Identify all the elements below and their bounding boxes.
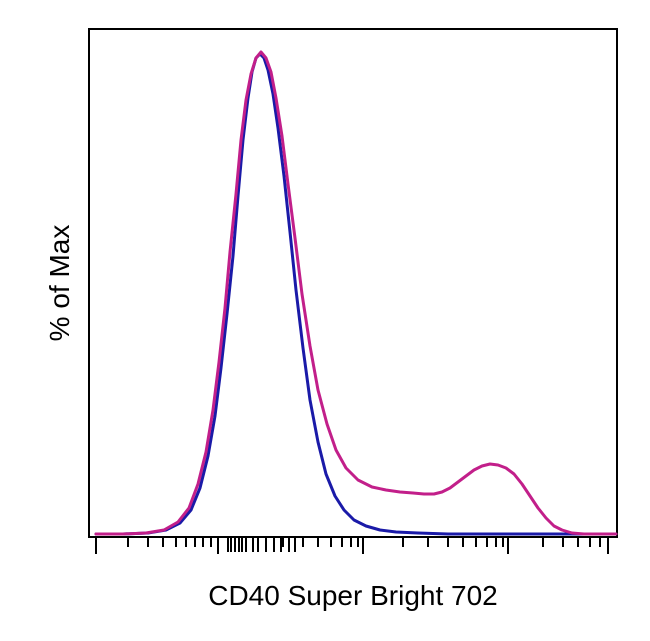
- x-axis-label: CD40 Super Bright 702: [173, 580, 533, 612]
- plot-svg: [0, 0, 650, 641]
- y-axis-label: % of Max: [44, 203, 76, 363]
